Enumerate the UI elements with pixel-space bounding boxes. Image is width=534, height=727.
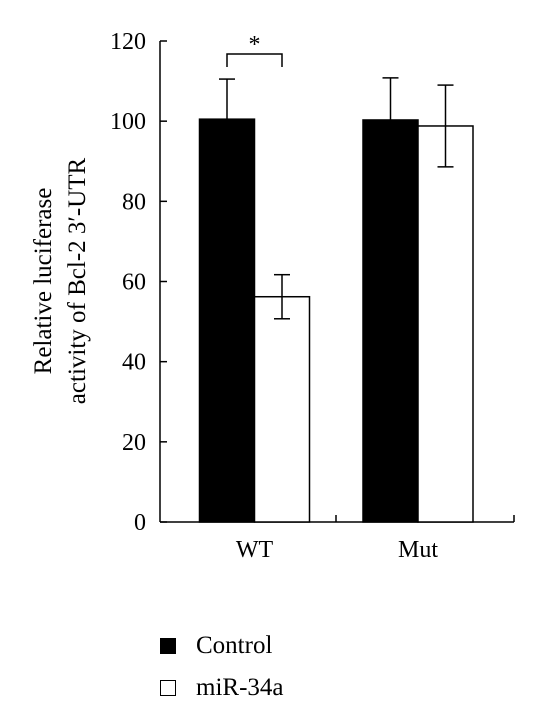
legend-label-control: Control [196,632,273,659]
y-tick-label-120: 120 [110,29,146,55]
y-tick-label-60: 60 [122,270,146,296]
bar-control-wt [198,118,256,523]
significance-bracket-line [226,53,283,67]
error-bar-control-mut [382,77,399,163]
bar-control-mut [362,119,419,523]
y-tick-label-20: 20 [122,430,146,456]
annotations: * [226,32,283,67]
y-axis-label-line-1: Relative luciferase [30,188,57,375]
legend-item-mir-34a: miR-34a [160,667,284,709]
bar-mir-34a-wt [253,295,311,523]
error-bar-mir-34a-mut [437,84,454,168]
tick-labels: 0 20 40 60 80 100 120 WT Mut [110,29,438,563]
y-tick-label-80: 80 [122,189,146,215]
error-bars [219,77,454,320]
bar-mir-34a-mut [417,125,474,523]
x-tick-label-mut: Mut [398,537,438,563]
bars [198,118,474,523]
legend-swatch-mir-34a [160,680,176,696]
y-axis-label-line-2: activity of Bcl-2 3′-UTR [64,157,91,404]
y-tick-label-100: 100 [110,109,146,135]
error-bar-control-wt [219,78,235,160]
legend: Control miR-34a [160,625,284,709]
legend-item-control: Control [160,625,284,667]
error-bar-mir-34a-wt [274,273,290,320]
y-tick-label-40: 40 [122,350,146,376]
y-tick-label-0: 0 [134,510,146,536]
significance-bracket: * [226,32,283,67]
legend-swatch-control [160,638,176,654]
significance-star: * [249,32,261,58]
x-tick-label-wt: WT [236,537,274,563]
y-axis-label: Relative luciferase activity of Bcl-2 3′… [30,157,91,404]
legend-label-mir-34a: miR-34a [196,674,284,701]
